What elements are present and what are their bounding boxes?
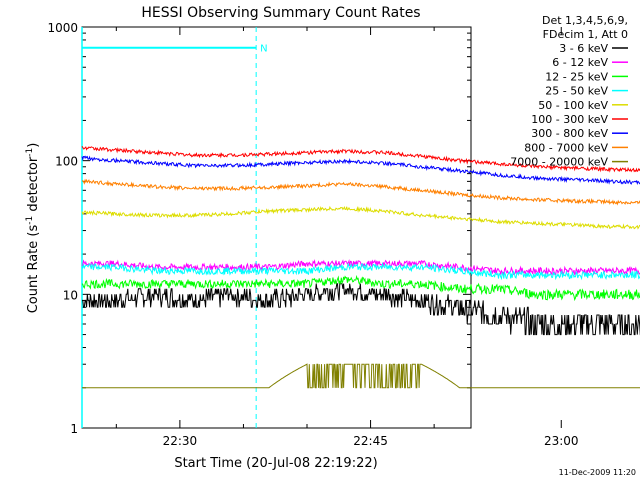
legend-label: 7000 - 20000 keV	[510, 156, 608, 169]
y-axis-label-end: )	[26, 143, 41, 148]
y-tick-label: 1000	[47, 21, 78, 35]
legend-label: 25 - 50 keV	[545, 85, 608, 98]
observing-flags: NS	[81, 27, 268, 428]
y-axis-label: Count Rate (s-1 detector-1)	[25, 143, 41, 314]
series-line	[81, 258, 640, 277]
footer-timestamp: 11-Dec-2009 11:20	[559, 468, 636, 477]
legend-label: 12 - 25 keV	[545, 70, 608, 83]
y-axis-label-main: Count Rate (s	[26, 225, 41, 314]
series-line	[81, 205, 640, 230]
y-tick-label: 10	[63, 288, 78, 302]
y-tick-label: 100	[55, 155, 78, 169]
x-axis-label: Start Time (20-Jul-08 22:19:22)	[174, 456, 377, 471]
x-tick-label: 22:45	[353, 434, 388, 448]
legend-label: 100 - 300 keV	[531, 113, 608, 126]
series-line	[81, 274, 640, 302]
legend-label: 6 - 12 keV	[552, 56, 608, 69]
series-line	[81, 155, 640, 185]
series-lines	[81, 146, 640, 389]
series-line	[81, 146, 640, 173]
series-line	[81, 178, 640, 206]
x-tick-label: 23:00	[544, 434, 579, 448]
legend: Det 1,3,4,5,6,9, FDecim 1, Att 0 3 - 6 k…	[510, 14, 628, 169]
series-line	[82, 283, 640, 336]
legend-label: 800 - 7000 keV	[524, 141, 608, 154]
y-axis-label-sup2: -1	[25, 148, 35, 157]
series-line	[82, 363, 640, 389]
y-axis-label-mid: detector	[26, 156, 41, 216]
legend-header-line-1: Det 1,3,4,5,6,9,	[542, 14, 628, 27]
series-line	[81, 262, 640, 281]
y-axis-label-sup1: -1	[25, 216, 35, 225]
flag-label: N	[260, 44, 267, 55]
y-tick-label: 1	[70, 422, 78, 436]
legend-header-line-2: FDecim 1, Att 0	[543, 28, 628, 41]
legend-label: 3 - 6 keV	[559, 42, 608, 55]
legend-label: 300 - 800 keV	[531, 127, 608, 140]
x-tick-label: 22:30	[163, 434, 198, 448]
chart-title: HESSI Observing Summary Count Rates	[141, 5, 420, 21]
legend-label: 50 - 100 keV	[538, 99, 608, 112]
